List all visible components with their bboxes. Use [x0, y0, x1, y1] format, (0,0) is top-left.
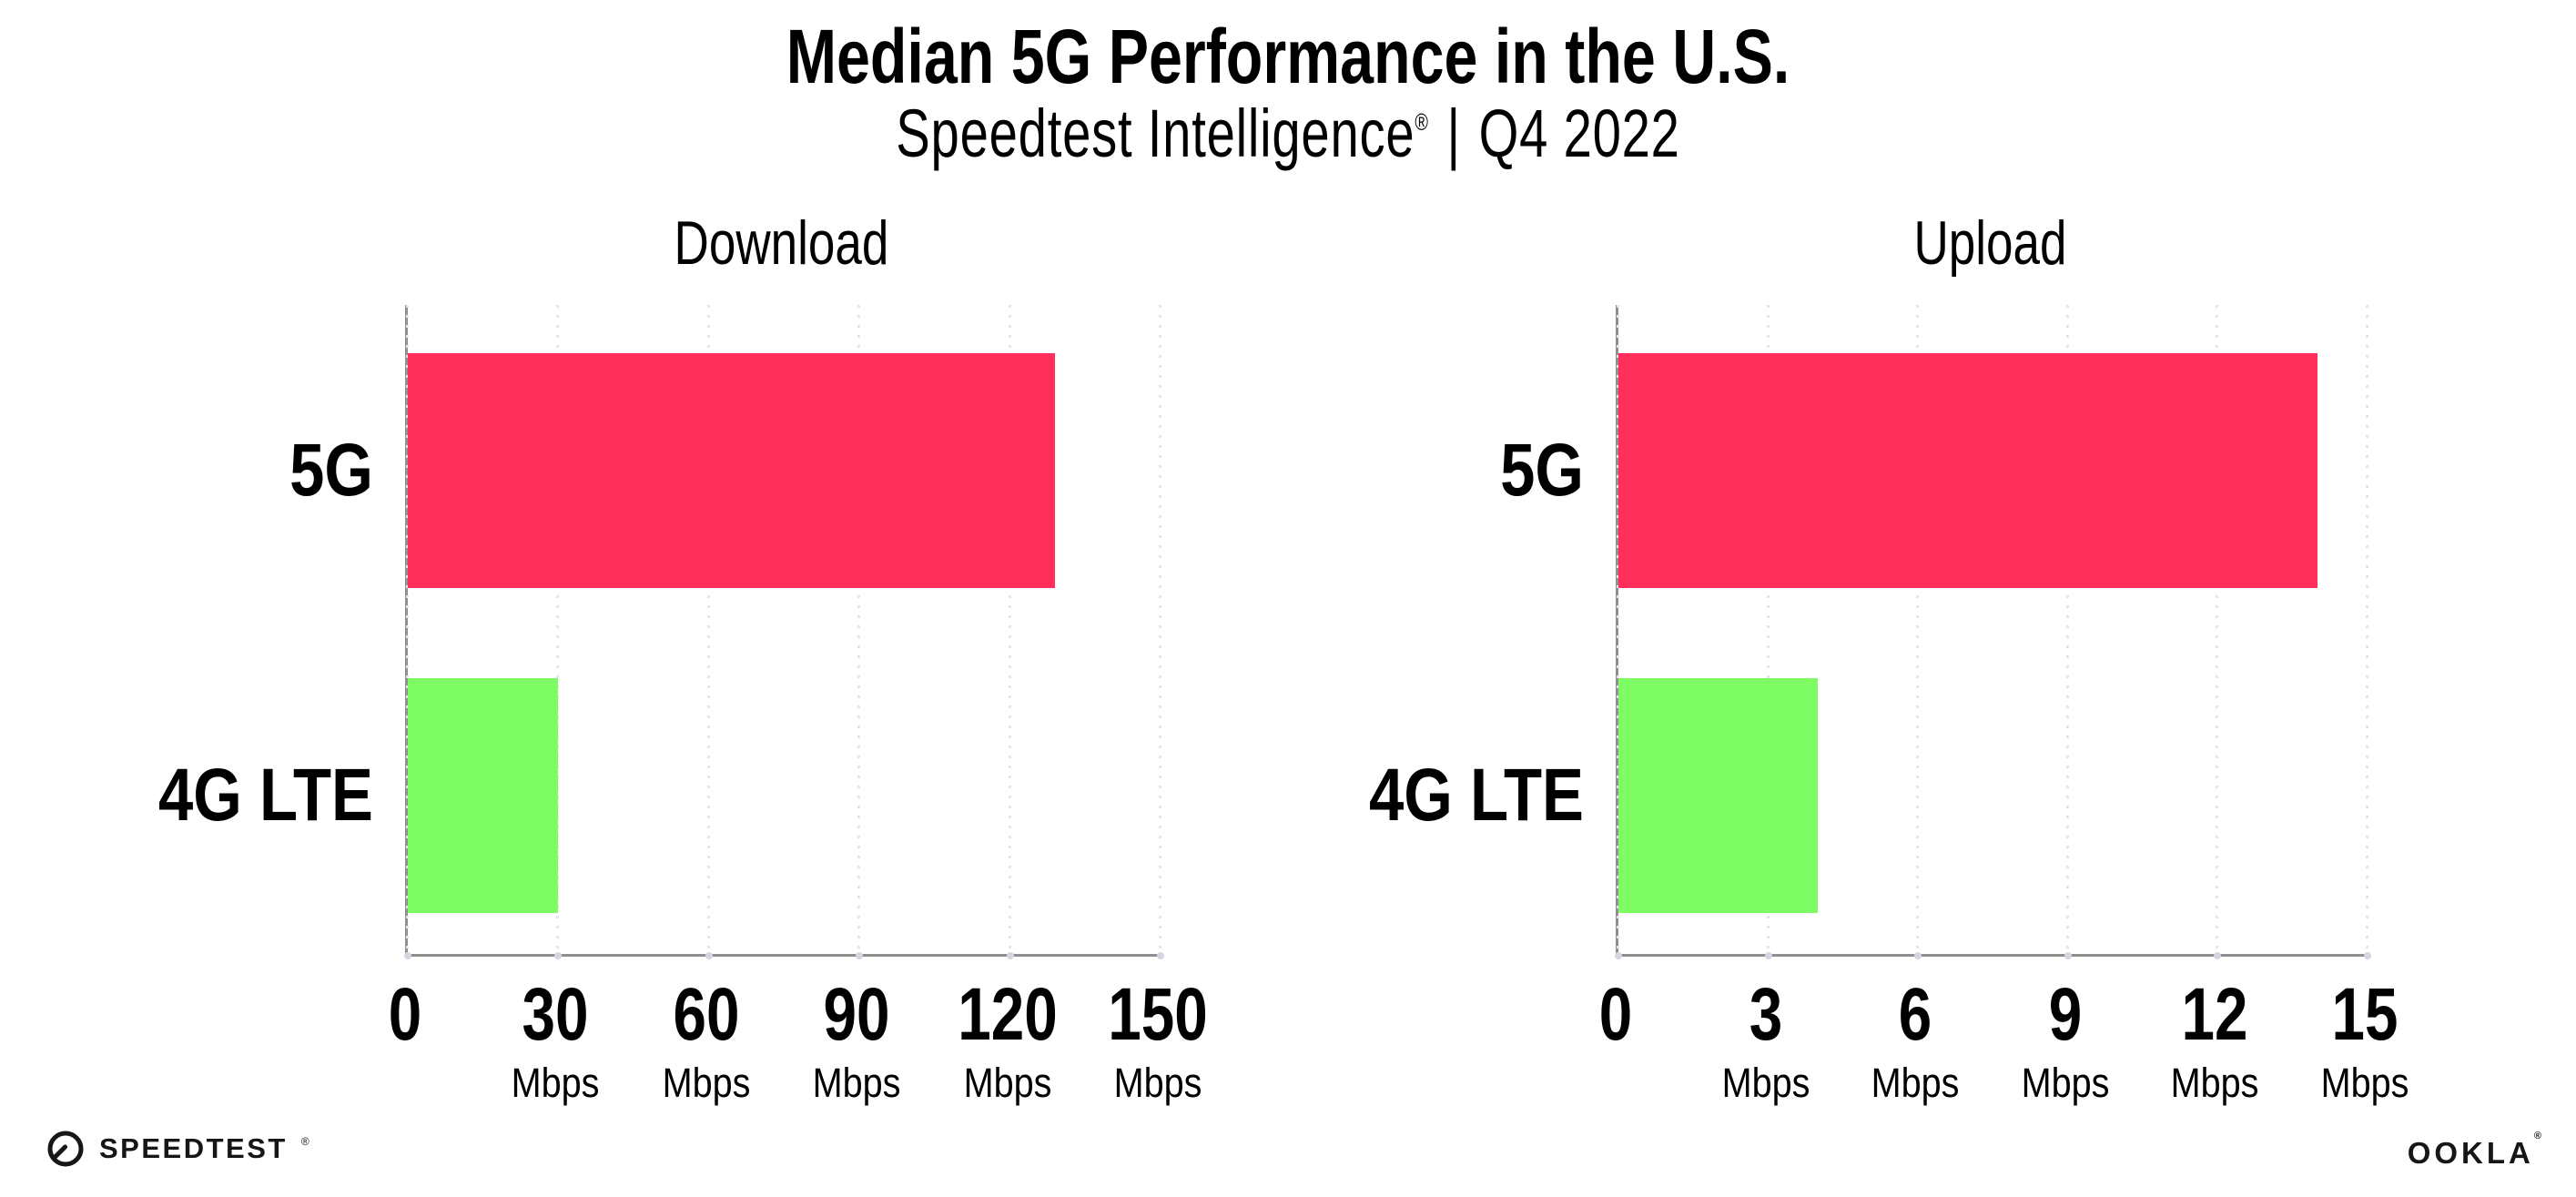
axis-tick-dot	[856, 952, 864, 959]
upload-x-axis: 0 3 Mbps 6 Mbps 9 Mbps 12 Mbps 15 Mbps	[1599, 973, 2409, 1134]
speedtest-logo: SPEEDTEST ®	[46, 1129, 309, 1169]
gridline	[1916, 305, 1920, 954]
x-tick-value: 150	[1108, 973, 1208, 1056]
x-tick-value: 3	[1749, 973, 1782, 1056]
x-tick-value: 30	[522, 973, 589, 1056]
axis-tick-dot	[705, 952, 713, 959]
x-tick-label: 15 Mbps	[2315, 973, 2415, 1107]
axis-tick-dot	[1615, 952, 1622, 959]
x-tick-unit: Mbps	[1871, 1059, 1960, 1106]
speedtest-gauge-icon	[47, 1131, 84, 1167]
x-tick-value: 0	[388, 973, 422, 1056]
x-tick-unit: Mbps	[812, 1059, 901, 1106]
axis-tick-dot	[1157, 952, 1164, 959]
x-tick-label: 0	[384, 973, 426, 1056]
ookla-logo: OOKLA®	[2407, 1131, 2545, 1171]
gridline	[1766, 305, 1770, 954]
registered-mark: ®	[1415, 108, 1429, 136]
download-plot-area: 5G 4G LTE	[158, 305, 1164, 959]
gridline	[406, 305, 409, 954]
upload-plot-area: 5G 4G LTE	[1369, 305, 2371, 959]
gridline	[2366, 305, 2368, 954]
x-tick-unit: Mbps	[2320, 1059, 2409, 1106]
x-tick-label: 6 Mbps	[1865, 973, 1965, 1107]
bar-5g	[1618, 353, 2318, 589]
x-tick-label: 9 Mbps	[2015, 973, 2115, 1107]
main-title: Median 5G Performance in the U.S.	[786, 14, 1790, 99]
category-label: 4G LTE	[157, 753, 373, 837]
x-tick-value: 6	[1898, 973, 1932, 1056]
download-x-axis: 0 30 Mbps 60 Mbps 90 Mbps 120 Mbps 150 Mbps	[389, 973, 1208, 1134]
x-tick-unit: Mbps	[1721, 1059, 1810, 1106]
axis-tick-dot	[2214, 952, 2222, 959]
ookla-wordmark: OOKLA	[2407, 1136, 2534, 1170]
subtitle: Speedtest Intelligence® | Q4 2022	[309, 95, 2267, 172]
gridline	[857, 305, 861, 954]
download-chart-title: Download	[674, 208, 889, 278]
gridline	[706, 305, 710, 954]
bar-5g	[408, 353, 1056, 589]
category-label: 5G	[1500, 429, 1584, 512]
axis-tick-dot	[2364, 952, 2371, 959]
subtitle-period: Q4 2022	[1478, 96, 1680, 171]
x-tick-value: 9	[2048, 973, 2083, 1056]
speedtest-wordmark: SPEEDTEST	[99, 1132, 288, 1164]
x-tick-value: 15	[2331, 973, 2399, 1056]
x-tick-value: 90	[823, 973, 890, 1056]
category-label: 5G	[289, 429, 373, 512]
x-tick-unit: Mbps	[963, 1059, 1052, 1106]
speedtest-registered-mark: ®	[300, 1135, 309, 1148]
x-tick-value: 0	[1598, 973, 1633, 1056]
gridline	[1008, 305, 1011, 954]
bar-4g-lte	[408, 677, 559, 913]
x-tick-label: 3 Mbps	[1716, 973, 1816, 1107]
x-tick-label: 30 Mbps	[505, 973, 605, 1107]
x-tick-label: 0	[1595, 973, 1637, 1056]
x-tick-value: 120	[957, 973, 1058, 1056]
gridline	[2065, 305, 2069, 954]
axis-tick-dot	[1914, 952, 1922, 959]
axis-tick-dot	[554, 952, 563, 959]
upload-chart-title: Upload	[1913, 208, 2067, 278]
x-tick-unit: Mbps	[511, 1059, 600, 1106]
x-tick-label: 120 Mbps	[945, 973, 1070, 1107]
x-tick-unit: Mbps	[2021, 1059, 2110, 1106]
bar-4g-lte	[1618, 677, 1819, 913]
axis-tick-dot	[1764, 952, 1772, 959]
x-tick-label: 150 Mbps	[1096, 973, 1221, 1107]
gridline	[556, 305, 560, 954]
gridline	[2216, 305, 2219, 954]
axis-tick-dot	[2064, 952, 2072, 959]
category-label: 4G LTE	[1368, 753, 1584, 837]
x-tick-unit: Mbps	[2170, 1059, 2259, 1106]
subtitle-brand: Speedtest Intelligence	[896, 96, 1415, 171]
x-tick-label: 90 Mbps	[806, 973, 907, 1107]
x-tick-label: 12 Mbps	[2165, 973, 2265, 1107]
x-tick-unit: Mbps	[1113, 1059, 1202, 1106]
x-tick-value: 12	[2181, 973, 2248, 1056]
axis-tick-dot	[1006, 952, 1014, 959]
gridline	[1617, 305, 1619, 954]
x-tick-label: 60 Mbps	[656, 973, 756, 1107]
subtitle-divider: |	[1446, 96, 1461, 171]
gridline	[1159, 305, 1161, 954]
axis-tick-dot	[404, 952, 411, 959]
x-tick-value: 60	[673, 973, 740, 1056]
ookla-registered-mark: ®	[2533, 1131, 2545, 1141]
x-tick-unit: Mbps	[662, 1059, 751, 1106]
